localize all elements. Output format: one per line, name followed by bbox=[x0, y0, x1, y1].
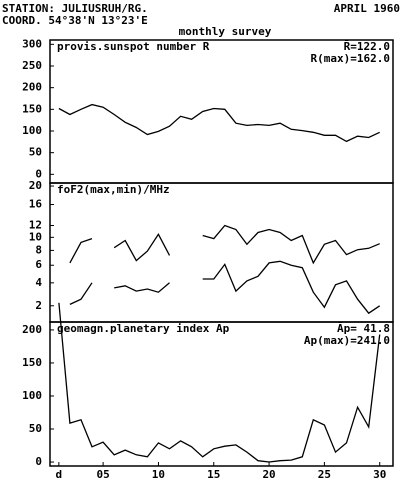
y-tick-label: 6 bbox=[35, 258, 42, 271]
data-line bbox=[58, 103, 380, 143]
panel-title: foF2(max,min)/MHz bbox=[57, 183, 170, 196]
y-tick-label: 20 bbox=[29, 179, 42, 192]
x-tick-label: 15 bbox=[207, 468, 220, 480]
panel-title: provis.sunspot number R bbox=[57, 40, 210, 53]
subtitle: monthly survey bbox=[179, 25, 272, 38]
annotation: Ap(max)=241.0 bbox=[304, 334, 390, 347]
panel-frame bbox=[49, 182, 394, 323]
y-tick-label: 16 bbox=[29, 198, 43, 211]
y-tick-label: 8 bbox=[35, 243, 42, 256]
y-tick-label: 100 bbox=[22, 389, 42, 402]
y-tick-label: 150 bbox=[22, 102, 42, 115]
y-tick-label: 4 bbox=[35, 276, 42, 289]
y-tick-label: 0 bbox=[35, 455, 42, 468]
panel-frame bbox=[49, 321, 394, 467]
x-tick-label: 30 bbox=[373, 468, 386, 480]
annotation: R(max)=162.0 bbox=[311, 52, 390, 65]
y-tick-label: 2 bbox=[35, 299, 42, 312]
y-tick-label: 12 bbox=[29, 219, 42, 232]
date: APRIL 1960 bbox=[334, 2, 400, 15]
data-line bbox=[58, 302, 381, 463]
y-tick-label: 200 bbox=[22, 81, 42, 94]
annotation: Āp= 41.8 bbox=[337, 322, 390, 335]
y-tick-label: 50 bbox=[29, 146, 42, 159]
y-tick-label: 50 bbox=[29, 422, 42, 435]
x-tick-label: 20 bbox=[262, 468, 275, 480]
coord: COORD. 54°38'N 13°23'E bbox=[2, 14, 148, 27]
y-tick-label: 250 bbox=[22, 59, 42, 72]
y-tick-label: 200 bbox=[22, 323, 42, 336]
y-tick-label: 300 bbox=[22, 37, 42, 50]
x-tick-label: 25 bbox=[318, 468, 331, 480]
data-line bbox=[69, 260, 381, 315]
y-tick-label: 150 bbox=[22, 356, 42, 369]
x-tick-label: 10 bbox=[152, 468, 165, 480]
y-tick-label: 0 bbox=[35, 167, 42, 180]
y-tick-label: 100 bbox=[22, 124, 42, 137]
data-line bbox=[69, 224, 380, 265]
annotation: R̄=122.0 bbox=[344, 40, 390, 53]
y-tick-label: 10 bbox=[29, 230, 42, 243]
panel-title: geomagn.planetary index Ap bbox=[57, 322, 230, 335]
station: STATION: JULIUSRUH/RG. bbox=[2, 2, 148, 15]
x-tick-label: 05 bbox=[96, 468, 109, 480]
x-tick-label: d bbox=[56, 468, 63, 480]
